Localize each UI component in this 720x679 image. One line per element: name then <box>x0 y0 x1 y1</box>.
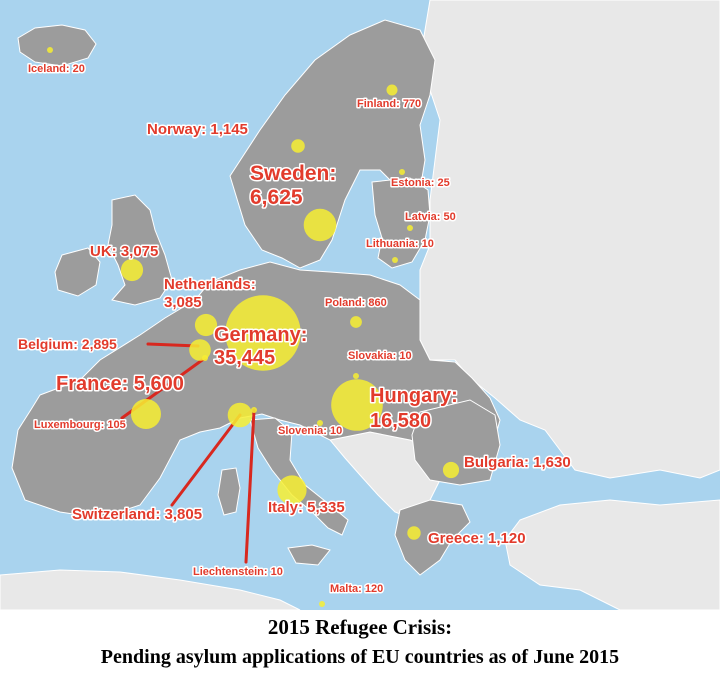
label-hungary: Hungary: 16,580 <box>370 385 463 432</box>
label-luxembourg: Luxembourg: 105 <box>34 419 126 431</box>
bubble-luxembourg <box>202 355 208 361</box>
bubble-switzerland <box>227 402 253 428</box>
label-hungary-name: Hungary: <box>370 385 458 407</box>
bubble-france <box>131 399 161 429</box>
label-bulgaria: Bulgaria: 1,630 <box>464 454 571 471</box>
land-turkey <box>504 499 720 610</box>
country-baltics <box>371 177 431 269</box>
bubble-bulgaria <box>442 461 460 479</box>
bubbles <box>47 47 460 607</box>
leader-line-liechtenstein <box>244 408 256 564</box>
label-netherlands-value: 3,085 <box>164 294 202 311</box>
country-ireland <box>54 247 101 297</box>
label-greece: Greece: 1,120 <box>428 530 526 547</box>
bubble-sweden <box>303 208 337 242</box>
label-italy: Italy: 5,335 <box>268 499 345 516</box>
leader-line-belgium <box>146 342 200 348</box>
bubble-uk <box>120 258 144 282</box>
label-netherlands-name: Netherlands: <box>164 276 256 293</box>
bubble-netherlands <box>194 313 218 337</box>
bubble-slovenia <box>317 420 323 426</box>
bubble-hungary <box>331 379 383 431</box>
europe-map: Iceland: 20 Norway: 1,145 Finland: 770 S… <box>0 0 720 610</box>
bubble-poland <box>350 316 362 328</box>
label-lithuania: Lithuania: 10 <box>366 238 434 250</box>
bubble-liechtenstein <box>251 407 257 413</box>
label-germany: Germany: 35,445 <box>214 324 313 369</box>
bubble-iceland <box>47 47 53 53</box>
caption: 2015 Refugee Crisis: Pending asylum appl… <box>0 612 720 672</box>
label-estonia: Estonia: 25 <box>391 177 450 189</box>
label-germany-value: 35,445 <box>214 347 275 369</box>
bubble-italy <box>277 475 307 505</box>
label-latvia: Latvia: 50 <box>405 211 456 223</box>
label-switzerland: Switzerland: 3,805 <box>72 506 202 523</box>
leader-line-switzerland <box>170 413 242 507</box>
label-belgium: Belgium: 2,895 <box>18 336 117 352</box>
bubble-estonia <box>399 169 405 175</box>
label-france: France: 5,600 <box>56 373 184 395</box>
label-liechtenstein: Liechtenstein: 10 <box>193 566 283 578</box>
label-sweden-name: Sweden: <box>250 162 336 185</box>
bubble-finland <box>386 84 398 96</box>
island-sardinia-corsica <box>217 467 241 516</box>
label-iceland: Iceland: 20 <box>28 63 85 75</box>
label-slovakia: Slovakia: 10 <box>348 350 412 362</box>
label-finland: Finland: 770 <box>357 98 421 110</box>
country-greece <box>394 499 471 576</box>
label-poland: Poland: 860 <box>325 297 387 309</box>
country-iceland <box>17 24 97 67</box>
land-africa <box>0 569 301 610</box>
caption-title: 2015 Refugee Crisis: <box>267 615 453 639</box>
bubble-lithuania <box>392 257 398 263</box>
label-germany-name: Germany: <box>214 324 307 346</box>
label-sweden-value: 6,625 <box>250 186 303 209</box>
label-netherlands: Netherlands: 3,085 <box>164 276 260 311</box>
bubble-germany <box>225 295 301 371</box>
labels: Iceland: 20 Norway: 1,145 Finland: 770 S… <box>17 62 573 597</box>
country-italy <box>249 417 349 536</box>
bubble-slovakia <box>353 373 359 379</box>
country-bulgaria-romania <box>411 399 501 486</box>
bubble-malta <box>319 601 325 607</box>
label-malta: Malta: 120 <box>330 583 383 595</box>
bubble-greece <box>407 526 421 540</box>
caption-subtitle: Pending asylum applications of EU countr… <box>100 646 620 668</box>
label-sweden: Sweden: 6,625 <box>250 162 342 209</box>
bubble-norway <box>291 139 305 153</box>
label-slovenia: Slovenia: 10 <box>278 425 342 437</box>
bubble-latvia <box>407 225 413 231</box>
label-norway: Norway: 1,145 <box>147 121 248 138</box>
label-hungary-value: 16,580 <box>370 410 431 432</box>
label-uk: UK: 3,075 <box>90 243 158 260</box>
island-sicily <box>287 544 331 566</box>
